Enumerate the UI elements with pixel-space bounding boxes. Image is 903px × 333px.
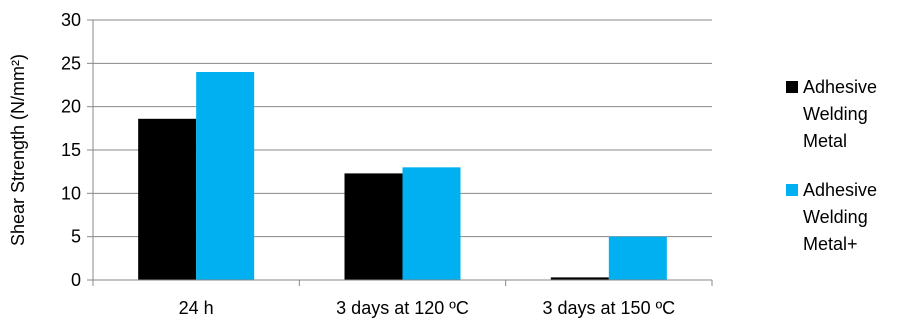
bar-adhesive-welding-metal-0	[138, 118, 197, 280]
y-tick-labels: 0 5 10 15 20 25 30	[61, 10, 81, 290]
x-tick-label-2: 3 days at 150 ºC	[543, 298, 676, 318]
y-tick-label-5: 5	[71, 227, 81, 247]
bar-adhesive-welding-metal-2	[550, 277, 609, 280]
legend-label-1-line-1: Welding	[803, 207, 868, 227]
legend-swatch-0	[786, 81, 798, 93]
legend: Adhesive Welding Metal Adhesive Welding Metal…	[786, 77, 877, 254]
legend-label-1-line-2: Metal+	[803, 234, 858, 254]
x-tick-label-1: 3 days at 120 ºC	[336, 298, 469, 318]
y-tick-label-25: 25	[61, 53, 81, 73]
y-tick-label-15: 15	[61, 140, 81, 160]
y-axis-label: Shear Strength (N/mm²)	[8, 54, 28, 246]
bar-adhesive-welding-metal-plus-0	[196, 72, 255, 280]
y-tick-label-20: 20	[61, 97, 81, 117]
x-tick-label-0: 24 h	[179, 298, 214, 318]
x-tick-labels: 24 h 3 days at 120 ºC 3 days at 150 ºC	[179, 298, 676, 318]
bar-adhesive-welding-metal-1	[344, 173, 403, 280]
legend-label-0-line-1: Welding	[803, 104, 868, 124]
legend-label-1-line-0: Adhesive	[803, 180, 877, 200]
legend-swatch-1	[786, 184, 798, 196]
y-tick-label-0: 0	[71, 270, 81, 290]
axes	[87, 19, 713, 286]
y-tick-label-10: 10	[61, 183, 81, 203]
legend-label-0-line-2: Metal	[803, 131, 847, 151]
bar-adhesive-welding-metal-plus-1	[402, 167, 461, 280]
bars	[138, 72, 667, 280]
y-tick-label-30: 30	[61, 10, 81, 30]
bar-adhesive-welding-metal-plus-2	[608, 236, 667, 280]
legend-label-0-line-0: Adhesive	[803, 77, 877, 97]
